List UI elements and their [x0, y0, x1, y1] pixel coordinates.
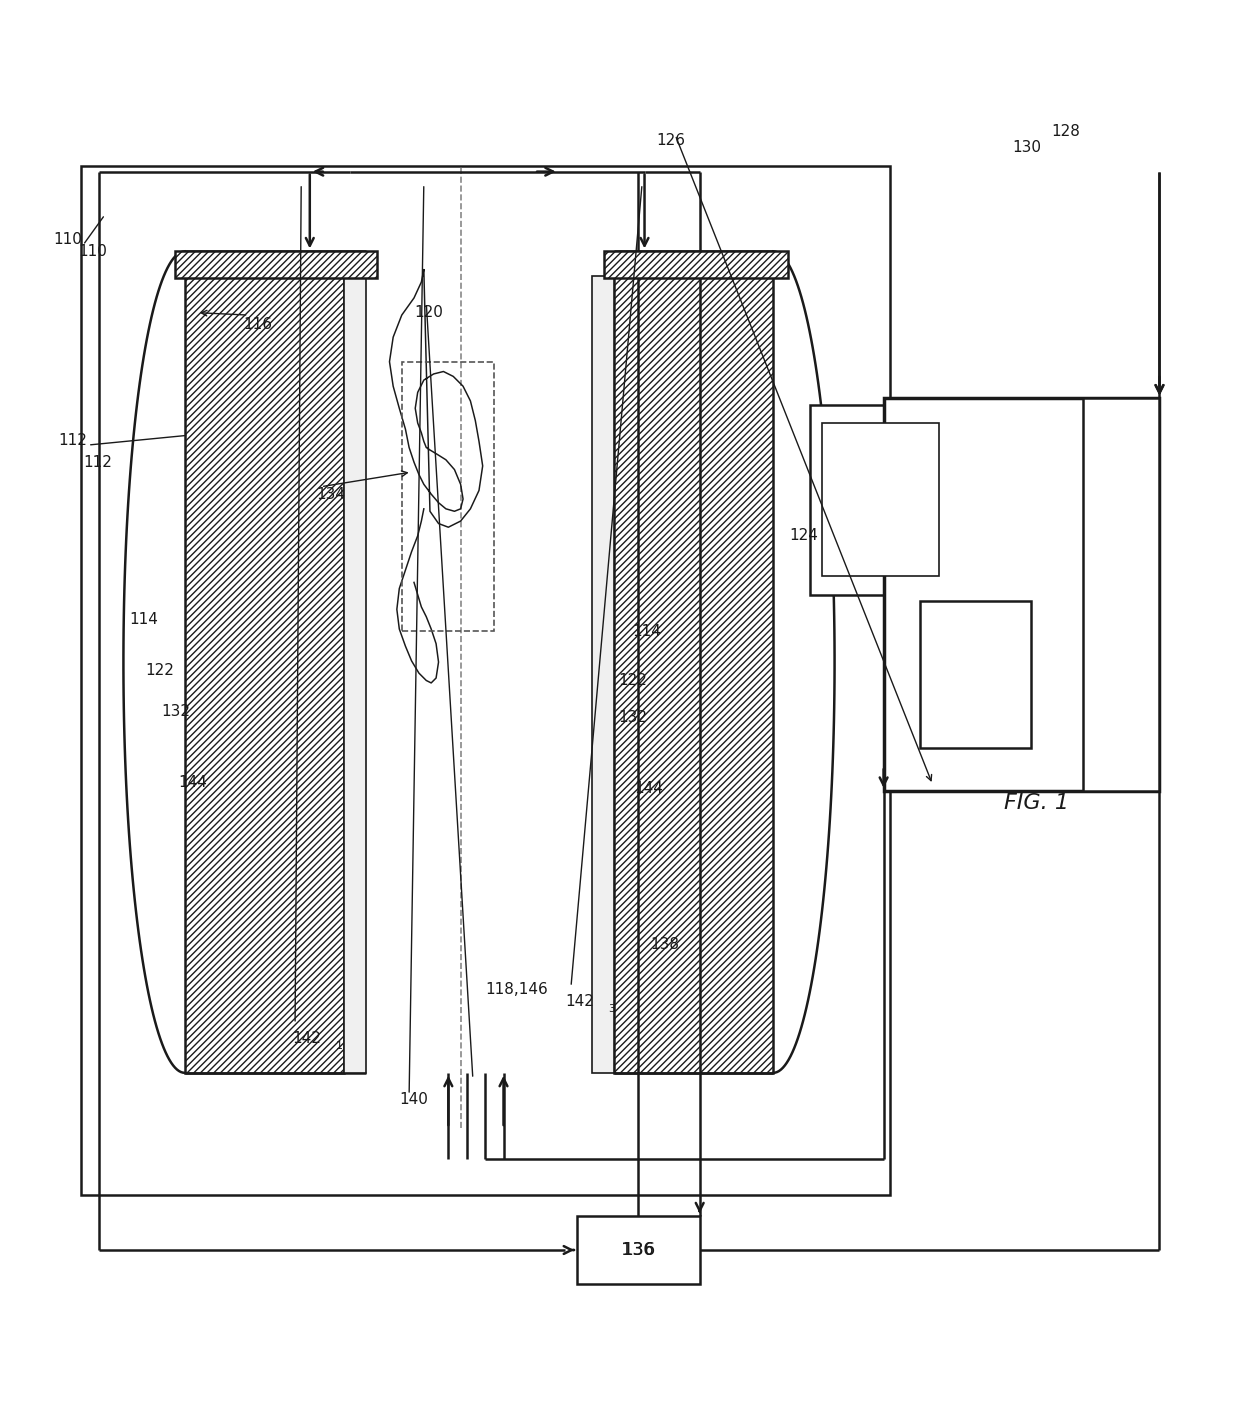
Text: 112: 112 [58, 433, 87, 447]
Text: 116: 116 [243, 317, 273, 333]
Text: 1: 1 [336, 1041, 342, 1050]
Text: 112: 112 [83, 455, 112, 470]
Text: 140: 140 [399, 1093, 428, 1107]
Text: 126: 126 [657, 134, 686, 148]
Bar [822, 423, 939, 577]
Bar [920, 601, 1030, 747]
Bar [810, 405, 951, 595]
Text: 110: 110 [78, 244, 107, 259]
Bar [402, 362, 494, 632]
Text: FIG. 1: FIG. 1 [1004, 792, 1069, 814]
Text: 136: 136 [621, 1241, 656, 1259]
Text: 114: 114 [632, 625, 661, 639]
Bar [1084, 399, 1159, 791]
Text: 142: 142 [565, 994, 594, 1010]
Text: 142: 142 [293, 1031, 321, 1046]
Text: 130: 130 [1012, 140, 1042, 155]
Text: 134: 134 [316, 486, 345, 502]
Text: 120: 120 [414, 305, 443, 320]
Text: 144: 144 [179, 774, 207, 790]
Text: 132: 132 [161, 704, 191, 719]
Text: 118,146: 118,146 [485, 981, 548, 997]
Text: 132: 132 [619, 709, 647, 725]
Text: 122: 122 [619, 673, 647, 688]
Bar [577, 1217, 699, 1283]
Text: 124: 124 [789, 529, 818, 543]
Text: 3: 3 [608, 1004, 615, 1014]
Text: 144: 144 [635, 781, 663, 795]
Bar [884, 399, 1159, 791]
Text: 138: 138 [651, 936, 680, 952]
Text: 128: 128 [1052, 124, 1080, 138]
Text: 136: 136 [622, 1241, 655, 1259]
Text: 110: 110 [53, 231, 82, 247]
Bar [185, 276, 345, 1073]
Bar [604, 251, 787, 278]
Text: 114: 114 [129, 612, 159, 626]
Bar [81, 165, 890, 1196]
Bar [345, 276, 366, 1073]
Bar [591, 276, 614, 1073]
Text: 122: 122 [145, 663, 175, 678]
Bar [614, 276, 774, 1073]
Bar [175, 251, 377, 278]
